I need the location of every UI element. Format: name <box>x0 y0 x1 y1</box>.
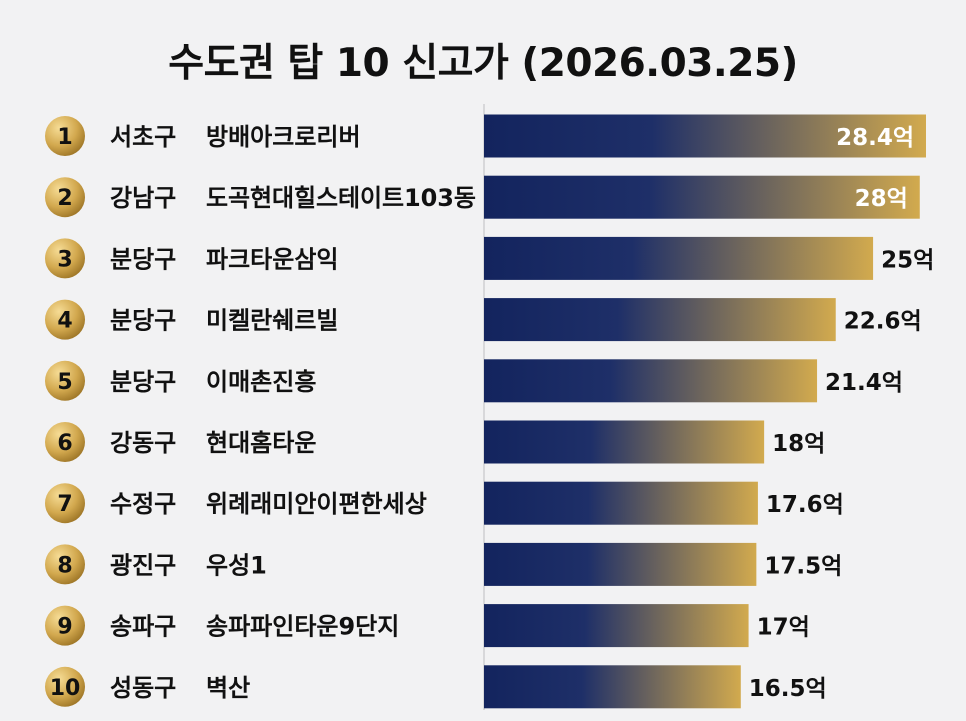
district-label: 수정구 <box>110 490 176 518</box>
rank-number: 2 <box>57 186 72 211</box>
rank-badge <box>45 299 85 340</box>
district-label: 분당구 <box>110 245 176 273</box>
district-label: 분당구 <box>110 307 176 335</box>
complex-name: 현대홈타운 <box>206 429 316 457</box>
complex-name: 위례래미안이편한세상 <box>206 490 427 518</box>
rank-number: 7 <box>57 492 72 517</box>
bar <box>484 420 765 464</box>
value-label: 25억 <box>881 247 934 273</box>
district-label: 성동구 <box>110 674 176 702</box>
complex-name: 도곡현대힐스테이트103동 <box>206 184 476 212</box>
district-label: 강남구 <box>110 184 176 212</box>
rank-badge <box>45 605 85 646</box>
chart-title: 수도권 탑 10 신고가 (2026.03.25) <box>168 41 798 86</box>
value-label: 28.4억 <box>836 125 914 151</box>
rank-number: 1 <box>57 125 72 150</box>
value-label: 21.4억 <box>825 370 903 396</box>
bar <box>484 665 741 709</box>
district-label: 강동구 <box>110 429 176 457</box>
complex-name: 이매촌진흥 <box>206 368 316 396</box>
bar <box>484 542 757 586</box>
bar <box>484 481 758 525</box>
rank-badge <box>45 177 85 218</box>
value-label: 17.6억 <box>766 492 844 518</box>
district-label: 광진구 <box>110 551 176 579</box>
value-label: 17.5억 <box>764 553 842 579</box>
value-label: 17억 <box>757 615 810 641</box>
complex-name: 송파파인타운9단지 <box>206 613 399 641</box>
rank-badge <box>45 422 85 462</box>
bar <box>484 604 749 648</box>
bar <box>484 359 818 403</box>
rank-number: 4 <box>57 309 72 334</box>
district-label: 송파구 <box>110 613 176 641</box>
bar <box>484 236 874 280</box>
rank-badge <box>45 238 85 279</box>
complex-name: 벽산 <box>206 674 250 702</box>
rank-badge <box>45 666 85 707</box>
bar <box>484 175 920 219</box>
rank-badge <box>45 544 85 585</box>
value-label: 28억 <box>855 186 908 212</box>
rank-number: 10 <box>50 676 81 701</box>
complex-name: 미켈란쉐르빌 <box>206 307 338 335</box>
rank-number: 6 <box>57 431 72 456</box>
complex-name: 파크타운삼익 <box>206 245 338 273</box>
bar <box>484 114 926 158</box>
value-label: 16.5억 <box>749 676 827 702</box>
bar <box>484 298 836 342</box>
rank-number: 9 <box>57 615 72 640</box>
rank-number: 3 <box>57 247 72 272</box>
district-label: 서초구 <box>110 123 176 151</box>
rank-number: 5 <box>57 370 72 395</box>
chart-rows: 1 서초구 방배아크로리버 28.4억 2 강남구 도곡현대힐스테이트103동 28억 3 분당구… <box>45 114 934 709</box>
value-label: 18억 <box>772 431 825 457</box>
complex-name: 우성1 <box>206 551 267 579</box>
complex-name: 방배아크로리버 <box>206 123 361 151</box>
rank-badge <box>45 483 85 524</box>
rank-badge <box>45 116 85 156</box>
value-label: 22.6억 <box>844 309 922 335</box>
rank-badge <box>45 360 85 401</box>
rank-number: 8 <box>57 553 72 578</box>
district-label: 분당구 <box>110 368 176 396</box>
